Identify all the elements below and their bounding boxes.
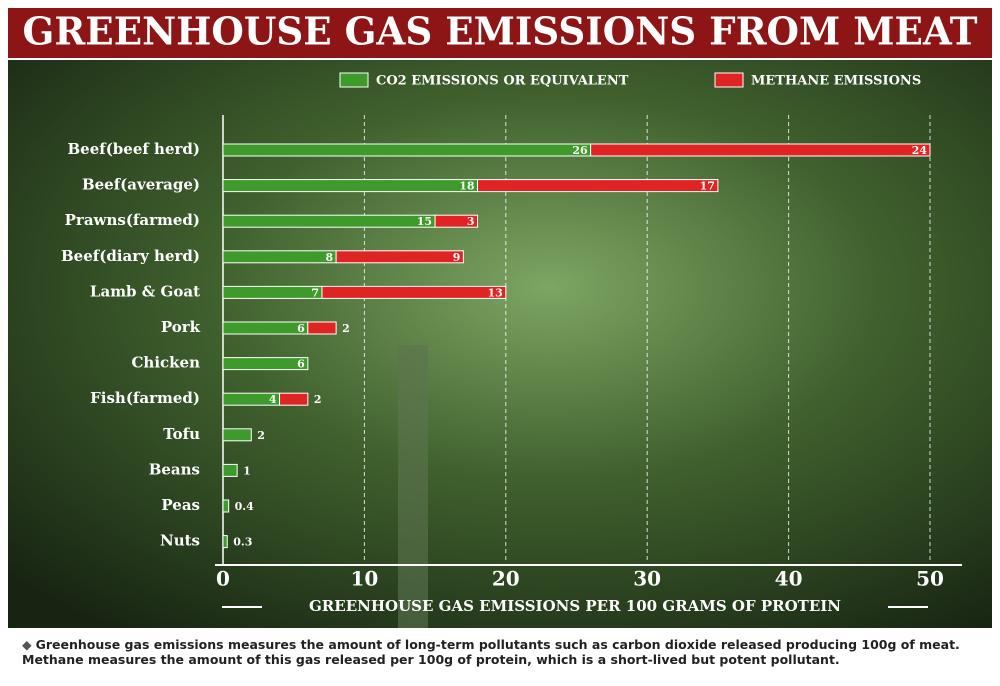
data-label: 9 (453, 251, 461, 264)
y-tick-label: Tofu (163, 425, 200, 443)
data-label: 6 (297, 358, 305, 371)
y-tick-label: Chicken (131, 354, 200, 372)
data-label: 15 (417, 215, 432, 228)
data-label: 6 (297, 322, 305, 335)
bar-segment (222, 357, 309, 371)
y-tick-label: Beef(average) (82, 176, 200, 194)
data-label: 2 (314, 393, 322, 406)
bar-segment (477, 179, 719, 193)
bar-segment (222, 179, 479, 193)
bar-segment (222, 428, 252, 442)
bar-segment (222, 143, 592, 157)
bar-segment (222, 250, 337, 264)
y-tick-label: Beef(diary herd) (61, 247, 200, 265)
footnote: ◆ Greenhouse gas emissions measures the a… (22, 637, 982, 667)
x-tick-label: 40 (775, 567, 803, 591)
bar-segment (590, 143, 931, 157)
bar-segment (335, 250, 464, 264)
legend-swatch (714, 72, 744, 88)
data-label: 2 (257, 429, 265, 442)
chart-title: GREENHOUSE GAS EMISSIONS FROM MEAT (23, 9, 978, 54)
bar-segment (222, 535, 228, 549)
title-banner (8, 8, 992, 58)
bar-segment (222, 285, 323, 299)
data-label: 24 (912, 144, 928, 157)
y-tick-label: Nuts (160, 532, 200, 550)
bar-segment (222, 321, 309, 335)
y-tick-label: Beef(beef herd) (67, 140, 200, 158)
legend-label: METHANE EMISSIONS (751, 74, 921, 89)
x-tick-label: 10 (350, 567, 378, 591)
bullet: ◆ (22, 637, 32, 652)
y-tick-label: Pork (161, 318, 201, 336)
data-label: 0.4 (235, 500, 254, 513)
footnote-text: Greenhouse gas emissions measures the am… (22, 637, 960, 667)
y-tick-label: Fish(farmed) (90, 389, 200, 407)
data-label: 2 (342, 322, 350, 335)
data-label: 3 (467, 215, 475, 228)
x-axis-label: GREENHOUSE GAS EMISSIONS PER 100 GRAMS O… (309, 597, 841, 615)
x-tick-label: 0 (216, 567, 230, 591)
legend-label: CO2 EMISSIONS OR EQUIVALENT (376, 74, 629, 89)
bar-segment (222, 499, 230, 513)
data-label: 13 (487, 286, 502, 299)
bar-segment (222, 214, 436, 228)
y-tick-label: Lamb & Goat (90, 282, 200, 300)
data-label: 18 (459, 180, 475, 193)
x-tick-label: 30 (633, 567, 661, 591)
data-label: 0.3 (233, 536, 252, 549)
data-label: 26 (572, 144, 588, 157)
y-tick-label: Peas (161, 496, 200, 514)
bar-segment (307, 321, 337, 335)
data-label: 4 (269, 393, 277, 406)
data-label: 1 (243, 464, 251, 477)
bar-segment (434, 214, 479, 228)
data-label: 17 (700, 180, 715, 193)
bar-segment (279, 392, 309, 406)
legend-swatch (339, 72, 369, 88)
y-tick-label: Prawns(farmed) (65, 211, 200, 229)
x-tick-label: 50 (916, 567, 944, 591)
x-tick-label: 20 (492, 567, 520, 591)
bar-segment (222, 463, 238, 477)
bar-segment (321, 285, 507, 299)
data-label: 8 (325, 251, 333, 264)
data-label: 7 (311, 286, 319, 299)
chimney (398, 345, 428, 628)
chart: GREENHOUSE GAS EMISSIONS FROM MEAT GREEN… (8, 8, 992, 628)
y-tick-label: Beans (149, 460, 200, 478)
